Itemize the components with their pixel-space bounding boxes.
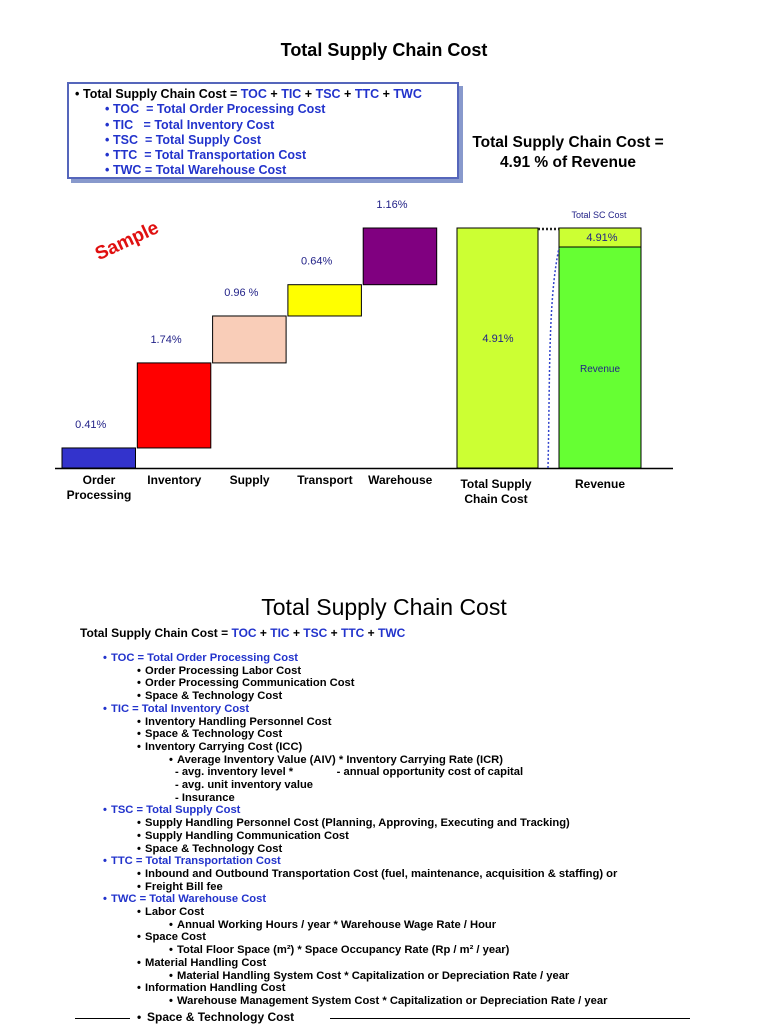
list-item: TIC = Total Inventory Cost	[0, 703, 768, 716]
category-label: Transport	[297, 473, 353, 487]
list-item: Order Processing Labor Cost	[0, 665, 768, 678]
share-label: 4.91%	[586, 232, 617, 244]
list-item: Space Cost	[0, 931, 768, 944]
definition: TIC = Total Inventory Cost	[69, 118, 457, 134]
list-item: Inventory Carrying Cost (ICC)	[0, 741, 768, 754]
bar	[136, 362, 212, 449]
footer-rules	[75, 1018, 690, 1019]
list-item: - avg. unit inventory value	[175, 779, 314, 792]
headline-line: Total Supply Chain Cost =	[472, 134, 664, 151]
list-item: Information Handling Cost	[0, 982, 768, 995]
formula-text: +	[364, 626, 378, 640]
list-item: Supply Handling Communication Cost	[0, 830, 768, 843]
list-item: Inbound and Outbound Transportation Cost…	[0, 868, 768, 881]
formula-text: +	[256, 626, 271, 640]
category-label: Supply	[229, 473, 270, 487]
list-item: Average Inventory Value (AIV) * Inventor…	[0, 754, 768, 767]
total-value-label: 4.91%	[482, 333, 513, 345]
list-item: - Insurance	[175, 791, 235, 804]
list-item: Supply Handling Personnel Cost (Planning…	[0, 817, 768, 830]
formula-term: TSC	[315, 87, 341, 101]
formula-text: +	[289, 626, 304, 640]
total-bar	[456, 227, 539, 469]
definition: TSC = Total Supply Cost	[69, 133, 457, 149]
formula-term: TOC	[231, 626, 257, 640]
bar	[287, 284, 362, 317]
list-item: Labor Cost	[0, 906, 768, 919]
list-item: Space & Technology Cost	[0, 690, 768, 703]
value-label: 0.96 %	[224, 287, 258, 299]
value-label: 1.74%	[150, 334, 181, 346]
list-item: TOC = Total Order Processing Cost	[0, 652, 768, 665]
list-item: Annual Working Hours / year * Warehouse …	[0, 919, 768, 932]
list-item: Total Floor Space (m²) * Space Occupancy…	[0, 944, 768, 957]
list-item: TSC = Total Supply Cost	[0, 804, 768, 817]
category-label: Revenue	[574, 477, 626, 491]
category-label: Inventory	[147, 473, 202, 487]
list-item: Material Handling System Cost * Capitali…	[0, 970, 768, 983]
share-title: Total SC Cost	[571, 210, 627, 220]
connector	[547, 247, 560, 469]
formula-term: TWC	[393, 87, 422, 101]
value-label: 1.16%	[376, 199, 407, 211]
formula-text: Total Supply Chain Cost =	[83, 87, 241, 101]
category-label: Total Supply Chain Cost	[460, 477, 532, 506]
section-title: Total Supply Chain Cost	[261, 594, 507, 620]
formula-term: TSC	[303, 626, 328, 640]
formula: Total Supply Chain Cost = TOC + TIC + TS…	[80, 626, 405, 640]
formula-term: TOC	[240, 87, 267, 101]
list-item: Space & Technology Cost	[0, 843, 768, 856]
list-item: Order Processing Communication Cost	[0, 677, 768, 690]
formula-term: TIC	[281, 87, 302, 101]
revenue-share	[558, 227, 642, 248]
definition: TTC = Total Transportation Cost	[69, 148, 457, 164]
list-item: Material Handling Cost	[0, 957, 768, 970]
formula-text: +	[340, 87, 355, 101]
formula-term: TTC	[340, 626, 365, 640]
list-item: - avg. inventory level * - annual opport…	[175, 766, 524, 779]
headline: Total Supply Chain Cost = 4.91 % of Reve…	[468, 133, 668, 173]
formula-term: TWC	[378, 626, 406, 640]
formula-text: +	[327, 626, 341, 640]
list-item: Inventory Handling Personnel Cost	[0, 716, 768, 729]
list-item: TTC = Total Transportation Cost	[0, 855, 768, 868]
category-label: Order Processing	[66, 473, 132, 502]
bar	[61, 447, 136, 469]
list-item: Space & Technology Cost	[0, 728, 768, 741]
page-title: Total Supply Chain Cost	[280, 40, 488, 60]
bar	[212, 315, 287, 364]
formula-box: Total Supply Chain Cost = TOC + TIC + TS…	[67, 82, 459, 179]
list-item: Warehouse Management System Cost * Capit…	[0, 995, 768, 1008]
formula-text: Total Supply Chain Cost =	[80, 626, 232, 640]
formula-term: TIC	[270, 626, 290, 640]
revenue-inner-label: Revenue	[580, 364, 620, 375]
formula-text: +	[266, 87, 282, 101]
value-label: 0.64%	[301, 256, 332, 268]
list-item: Freight Bill fee	[0, 881, 768, 894]
definition: TWC = Total Warehouse Cost	[69, 163, 457, 179]
formula: Total Supply Chain Cost = TOC + TIC + TS…	[69, 87, 457, 103]
formula-term: TTC	[354, 87, 380, 101]
formula-text: +	[379, 87, 394, 101]
bar	[362, 227, 438, 286]
category-label: Warehouse	[368, 473, 433, 487]
formula-text: +	[301, 87, 316, 101]
revenue-bar	[558, 227, 642, 469]
value-label: 0.41%	[75, 419, 106, 431]
headline-line: 4.91 % of Revenue	[499, 154, 637, 171]
footer: Space & Technology Cost	[137, 1010, 294, 1024]
list-item: TWC = Total Warehouse Cost	[0, 893, 768, 906]
definition: TOC = Total Order Processing Cost	[69, 102, 457, 118]
